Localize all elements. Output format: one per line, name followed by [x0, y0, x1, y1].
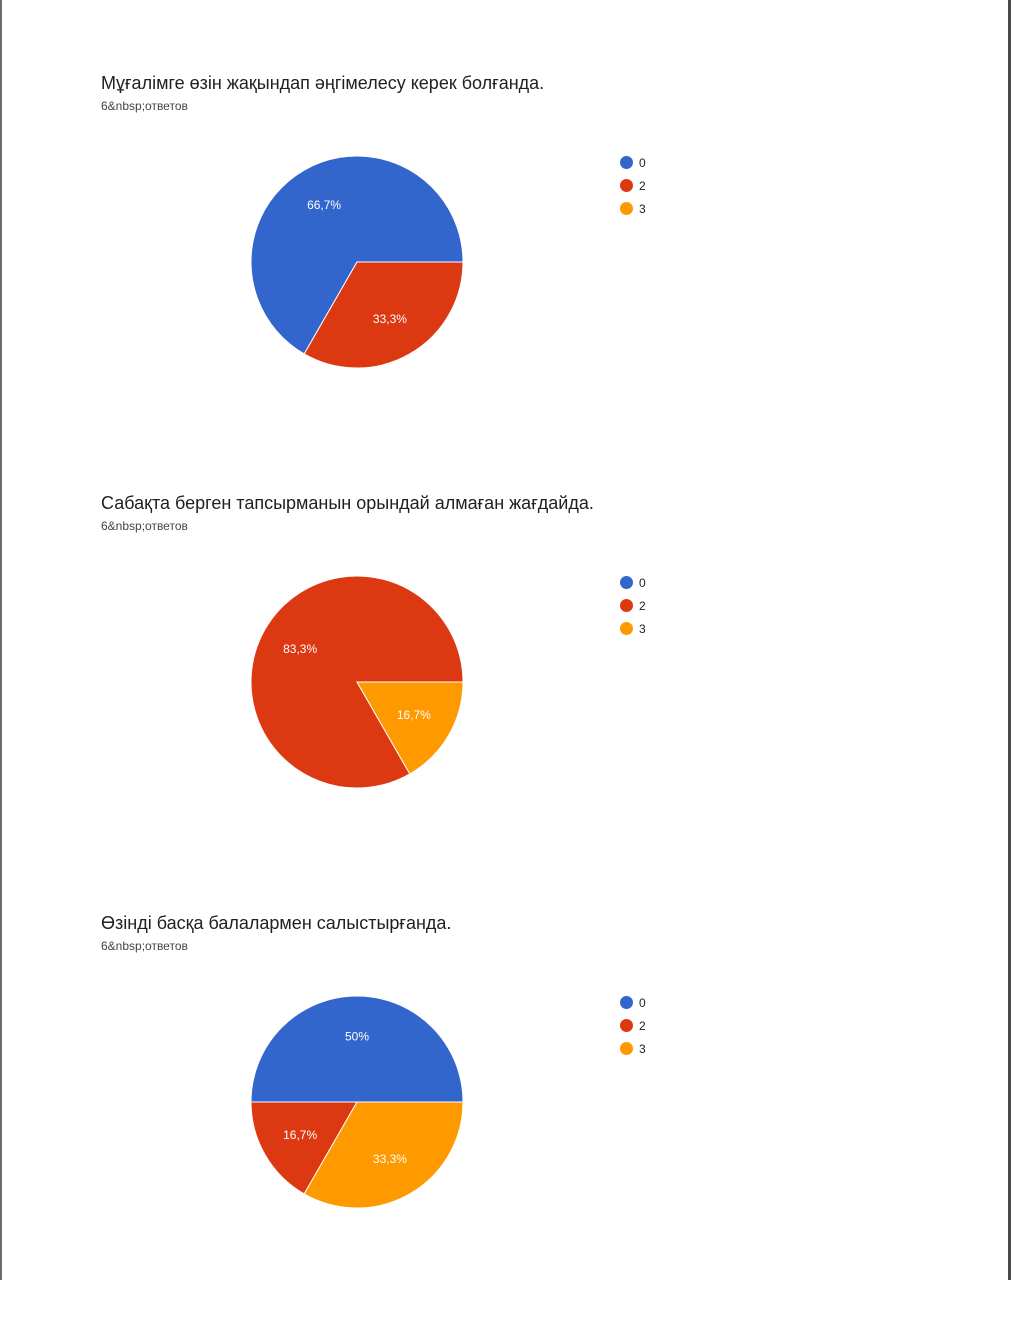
- pie-slice-label: 66,7%: [307, 198, 341, 212]
- pie-slice-2: [250, 1101, 358, 1195]
- legend-label: 3: [639, 621, 646, 636]
- pie-slice-3: [303, 1101, 464, 1209]
- legend-swatch-0: [620, 576, 633, 589]
- legend-label: 0: [639, 995, 646, 1010]
- legend-item-0: 0: [620, 571, 646, 594]
- pie-slice-0: [250, 995, 464, 1103]
- legend-swatch-0: [620, 996, 633, 1009]
- pie-chart: 66,7% 33,3%: [250, 155, 464, 369]
- response-count: 6&nbsp;ответов: [101, 939, 188, 953]
- pie-slice-label: 50%: [345, 1029, 369, 1043]
- response-count: 6&nbsp;ответов: [101, 99, 188, 113]
- legend-item-3: 3: [620, 1037, 646, 1060]
- legend-swatch-3: [620, 622, 633, 635]
- legend-label: 0: [639, 575, 646, 590]
- legend-swatch-3: [620, 1042, 633, 1055]
- pie-slice-2: [303, 261, 464, 369]
- pie-slice-label: 33,3%: [373, 312, 407, 326]
- legend-item-2: 2: [620, 174, 646, 197]
- chart-legend: 0 2 3: [620, 151, 646, 220]
- chart-block-1: Мұғалімге өзін жақындап әңгімелесу керек…: [0, 73, 1011, 493]
- legend-label: 2: [639, 598, 646, 613]
- pie-slice-label: 16,7%: [283, 1128, 317, 1142]
- legend-swatch-2: [620, 1019, 633, 1032]
- chart-title: Өзінді басқа балалармен салыстырғанда.: [101, 913, 452, 933]
- pie-chart: 83,3% 16,7%: [250, 575, 464, 789]
- legend-swatch-2: [620, 179, 633, 192]
- legend-item-0: 0: [620, 991, 646, 1014]
- legend-item-0: 0: [620, 151, 646, 174]
- pie-slice-label: 16,7%: [397, 708, 431, 722]
- chart-title: Мұғалімге өзін жақындап әңгімелесу керек…: [101, 73, 545, 93]
- legend-item-3: 3: [620, 617, 646, 640]
- page-edge-left: [0, 0, 2, 1280]
- legend-swatch-0: [620, 156, 633, 169]
- legend-swatch-2: [620, 599, 633, 612]
- chart-legend: 0 2 3: [620, 991, 646, 1060]
- legend-label: 0: [639, 155, 646, 170]
- page-edge-right: [1008, 0, 1011, 1280]
- legend-label: 3: [639, 1041, 646, 1056]
- legend-swatch-3: [620, 202, 633, 215]
- legend-item-3: 3: [620, 197, 646, 220]
- legend-label: 3: [639, 201, 646, 216]
- response-count: 6&nbsp;ответов: [101, 519, 188, 533]
- chart-legend: 0 2 3: [620, 571, 646, 640]
- pie-slice-label: 33,3%: [373, 1152, 407, 1166]
- pie-slice-label: 83,3%: [283, 642, 317, 656]
- legend-label: 2: [639, 1018, 646, 1033]
- pie-slice-0: [250, 155, 464, 355]
- legend-label: 2: [639, 178, 646, 193]
- pie-slice-3: [356, 681, 464, 775]
- legend-item-2: 2: [620, 1014, 646, 1037]
- chart-block-3: Өзінді басқа балалармен салыстырғанда. 6…: [0, 913, 1011, 1333]
- legend-item-2: 2: [620, 594, 646, 617]
- chart-block-2: Сабақта берген тапсырманын орындай алмағ…: [0, 493, 1011, 913]
- chart-title: Сабақта берген тапсырманын орындай алмағ…: [101, 493, 594, 513]
- pie-chart: 50% 16,7% 33,3%: [250, 995, 464, 1209]
